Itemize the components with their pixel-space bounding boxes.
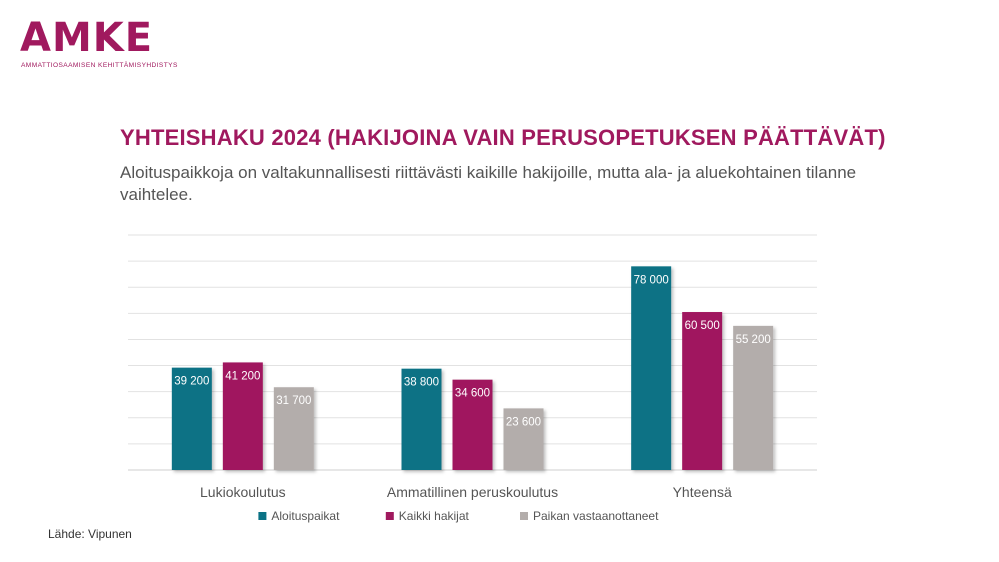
legend-swatch bbox=[385, 512, 394, 520]
category-label: Yhteensä bbox=[673, 484, 732, 500]
bar-value-label: 34 600 bbox=[455, 388, 490, 400]
logo-subtitle: AMMATTIOSAAMISEN KEHITTÄMISYHDISTYS bbox=[21, 62, 178, 69]
bar-value-label: 55 200 bbox=[736, 334, 771, 346]
legend-label: Kaikki hakijat bbox=[399, 509, 470, 523]
bar-value-label: 31 700 bbox=[276, 395, 311, 407]
slide-subtitle: Aloituspaikkoja on valtakunnallisesti ri… bbox=[120, 163, 857, 204]
bar bbox=[171, 367, 212, 470]
category-label: Ammatillinen peruskoulutus bbox=[387, 484, 558, 500]
legend-swatch bbox=[520, 512, 528, 520]
bar-value-label: 41 200 bbox=[225, 370, 260, 382]
slide-title: YHTEISHAKU 2024 (HAKIJOINA VAIN PERUSOPE… bbox=[120, 125, 886, 150]
bar bbox=[733, 325, 774, 470]
bar-value-label: 23 600 bbox=[506, 416, 541, 428]
bar bbox=[631, 266, 672, 470]
bar bbox=[503, 408, 544, 470]
legend-swatch bbox=[258, 512, 267, 520]
logo-wordmark: AMKE bbox=[20, 15, 154, 61]
bar bbox=[222, 362, 263, 470]
amke-logo: AMKE AMMATTIOSAAMISEN KEHITTÄMISYHDISTYS bbox=[20, 18, 178, 69]
source-note: Lähde: Vipunen bbox=[48, 527, 132, 541]
category-label: Lukiokoulutus bbox=[200, 484, 286, 500]
bar-value-label: 60 500 bbox=[685, 320, 720, 332]
bar-value-label: 39 200 bbox=[174, 376, 209, 388]
bar bbox=[273, 387, 314, 470]
bar-value-label: 78 000 bbox=[634, 274, 669, 286]
bar-value-label: 38 800 bbox=[404, 377, 439, 389]
legend-label: Aloituspaikat bbox=[271, 509, 340, 523]
bar bbox=[452, 379, 493, 470]
bar bbox=[401, 368, 442, 470]
legend-label: Paikan vastaanottaneet bbox=[533, 509, 659, 523]
bar bbox=[682, 312, 723, 470]
